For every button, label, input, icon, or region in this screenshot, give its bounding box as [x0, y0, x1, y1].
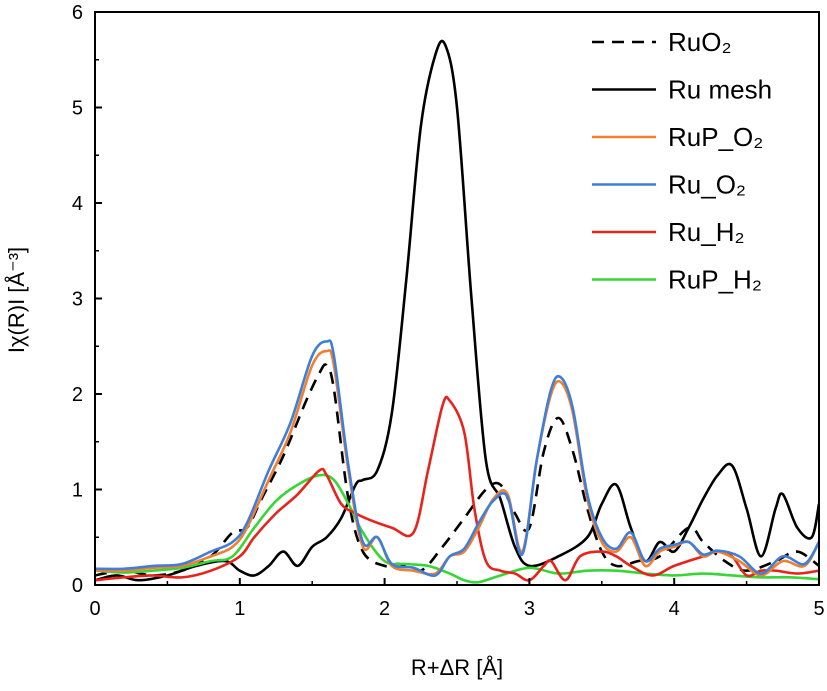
x-tick-label: 0	[89, 598, 100, 620]
y-tick-label: 1	[72, 480, 83, 502]
y-tick-label: 4	[72, 193, 83, 215]
y-tick-label: 2	[72, 384, 83, 406]
x-tick-label: 5	[813, 598, 824, 620]
y-tick-label: 0	[72, 575, 83, 597]
legend-label-2: RuP_O₂	[668, 122, 763, 152]
legend-label-3: Ru_O₂	[668, 170, 746, 200]
legend: RuO₂ Ru mesh RuP_O₂ Ru_O₂ Ru_H₂ RuP_H₂	[592, 27, 772, 295]
legend-label-5: RuP_H₂	[668, 265, 762, 295]
series-line-1	[95, 39, 819, 582]
legend-label-1: Ru mesh	[668, 75, 772, 105]
series-line-5	[95, 473, 819, 584]
plot-area	[95, 39, 819, 584]
y-tick-label: 5	[72, 98, 83, 120]
series-line-0	[95, 363, 819, 577]
series-line-3	[95, 339, 819, 578]
x-tick-label: 4	[669, 598, 680, 620]
y-axis-title: Iχ(R)I [Å⁻³]	[4, 247, 29, 353]
legend-label-4: Ru_H₂	[668, 217, 745, 247]
x-axis-title: R+ΔR [Å]	[411, 655, 503, 680]
x-tick-label: 3	[524, 598, 535, 620]
y-tick-label: 6	[72, 2, 83, 24]
series-line-2	[95, 349, 819, 577]
x-tick-label: 1	[234, 598, 245, 620]
axis-ticks: 0 1 2 3 4 5 0 1 2 3 4 5 6	[72, 2, 825, 620]
y-tick-label: 3	[72, 289, 83, 311]
legend-label-0: RuO₂	[668, 27, 732, 57]
x-tick-label: 2	[379, 598, 390, 620]
